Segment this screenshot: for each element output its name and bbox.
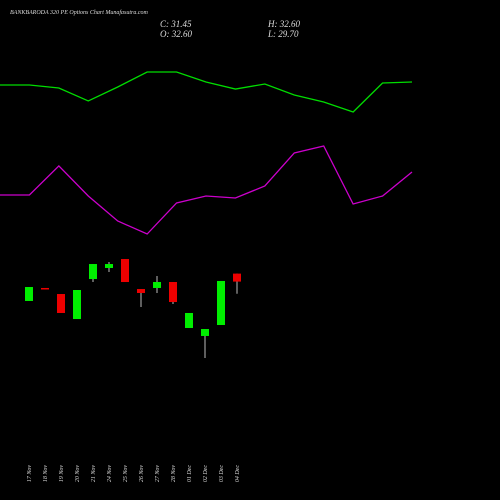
x-tick-label: 04 Dec [234, 465, 241, 482]
candle-body [137, 289, 145, 293]
x-tick-label: 19 Nov [59, 465, 65, 483]
candle-body [217, 280, 225, 325]
x-tick-label: 24 Nov [106, 465, 113, 483]
high-label: H: 32.60 [267, 19, 300, 29]
x-tick-label: 01 Dec [187, 465, 193, 482]
x-tick-label: 26 Nov [139, 465, 145, 483]
x-tick-label: 27 Nov [155, 465, 161, 483]
candle-body [89, 264, 97, 280]
x-tick-label: 17 Nov [27, 465, 33, 483]
candle-body [185, 312, 193, 328]
indicator-line [0, 145, 413, 235]
indicator-line [0, 71, 413, 113]
x-tick-label: 18 Nov [43, 465, 49, 483]
x-tick-label: 25 Nov [123, 465, 129, 483]
candle-body [73, 290, 81, 320]
candle-body [41, 287, 49, 290]
candle-body [169, 282, 177, 303]
candle-body [105, 264, 113, 268]
low-label: L: 29.70 [267, 29, 299, 39]
open-label: O: 32.60 [160, 29, 192, 39]
candle-body [121, 259, 129, 283]
candle-body [153, 282, 161, 288]
chart-title: BANKBARODA 320 PE Options Chart Munafasu… [10, 9, 149, 16]
x-tick-label: 21 Nov [91, 465, 97, 483]
candle-body [57, 294, 65, 313]
x-tick-label: 20 Nov [75, 465, 81, 483]
candle-body [233, 273, 241, 282]
x-tick-label: 03 Dec [219, 465, 225, 482]
candle-body [201, 329, 209, 336]
x-tick-label: 28 Nov [171, 465, 177, 483]
x-tick-label: 02 Dec [203, 465, 209, 482]
close-label: C: 31.45 [160, 19, 192, 29]
candle-body [25, 287, 33, 301]
